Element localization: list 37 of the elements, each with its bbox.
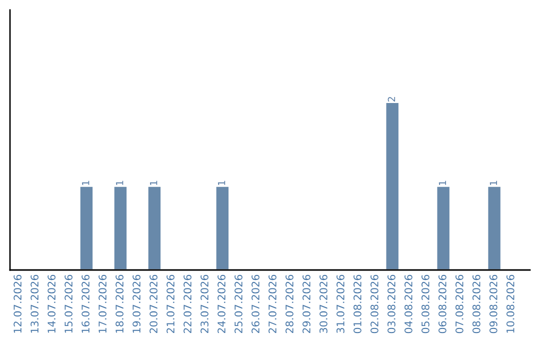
x-tick-label: 14.07.2026 (48, 274, 56, 333)
x-tick-label: 18.07.2026 (116, 274, 124, 333)
data-label: 1 (82, 180, 90, 186)
x-tick-label: 30.07.2026 (320, 274, 328, 334)
x-tick-label: 05.08.2026 (421, 274, 430, 334)
x-tick-label: 21.07.2026 (166, 274, 174, 334)
x-tick-label: 20.07.2026 (150, 274, 158, 334)
x-tick-label: 26.07.2026 (252, 274, 260, 334)
data-label: 1 (116, 180, 124, 186)
x-tick-label: 07.08.2026 (455, 274, 464, 334)
data-label: 1 (490, 180, 497, 186)
x-tick-label: 06.08.2026 (438, 274, 446, 334)
x-tick-label: 31.07.2026 (336, 274, 344, 334)
x-tick-label: 01.08.2026 (354, 274, 362, 334)
x-tick-label: 29.07.2026 (302, 274, 310, 334)
data-label: 2 (388, 97, 396, 102)
x-tick-label: 19.07.2026 (132, 274, 140, 333)
x-tick-label: 13.07.2026 (30, 274, 39, 333)
x-tick-label: 17.07.2026 (98, 274, 106, 333)
x-tick-label: 28.07.2026 (286, 274, 294, 334)
x-tick-label: 12.07.2026 (14, 274, 22, 333)
x-tick-label: 15.07.2026 (64, 274, 72, 333)
data-label: 1 (218, 180, 226, 186)
data-label: 1 (150, 180, 158, 186)
x-tick-label: 10.08.2026 (506, 274, 514, 333)
x-tick-label: 23.07.2026 (200, 274, 208, 334)
x-tick-label: 02.08.2026 (370, 274, 378, 334)
x-tick-label: 22.07.2026 (184, 274, 192, 334)
x-tick-label: 03.08.2026 (387, 274, 396, 334)
x-tick-label: 24.07.2026 (218, 274, 226, 334)
x-tick-label: 25.07.2026 (234, 274, 242, 334)
data-label: 1 (438, 180, 446, 186)
x-tick-label: 27.07.2026 (268, 274, 276, 334)
x-tick-label: 08.08.2026 (472, 274, 480, 334)
x-tick-label: 04.08.2026 (404, 274, 412, 334)
x-tick-label: 09.08.2026 (489, 274, 498, 334)
x-tick-label: 16.07.2026 (82, 274, 90, 333)
